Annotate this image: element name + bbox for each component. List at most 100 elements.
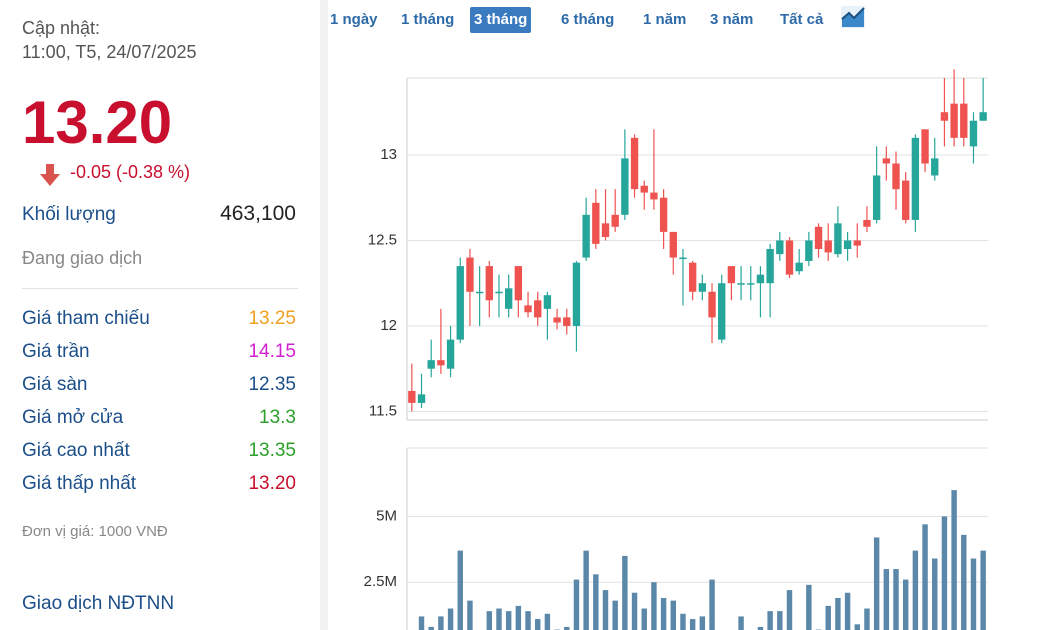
- stat-value: 13.25: [248, 308, 296, 329]
- chart-type-icon[interactable]: [840, 5, 866, 29]
- volume-bar: [680, 613, 686, 630]
- candle-body: [727, 266, 736, 284]
- stat-value: 13.35: [248, 440, 296, 461]
- candle-body: [960, 103, 968, 138]
- volume-bar: [418, 616, 425, 630]
- stat-value: 12.35: [248, 374, 296, 395]
- volume-bar: [893, 569, 899, 630]
- candle-body: [592, 202, 600, 244]
- volume-bar: [496, 608, 502, 630]
- candle-body: [485, 266, 493, 301]
- candle-body: [650, 192, 658, 200]
- status: Đang giao dịch: [22, 248, 143, 268]
- candle-body: [708, 291, 716, 318]
- candle-body: [940, 112, 949, 121]
- volume-bar: [786, 590, 793, 630]
- volume-bar: [467, 600, 473, 630]
- candle-body: [563, 317, 571, 326]
- stat-label: Giá sàn: [22, 374, 88, 395]
- y-tick-label: 11.5: [369, 402, 397, 419]
- candle-body: [679, 257, 687, 260]
- candle-body: [601, 223, 610, 238]
- candle-body: [466, 257, 474, 292]
- volume-bar: [631, 592, 638, 630]
- candle-body: [969, 120, 978, 147]
- volume-tick-label: 5M: [376, 507, 397, 524]
- candle-body: [979, 112, 987, 121]
- volume-bar: [641, 608, 647, 630]
- update-label: Cập nhật:: [22, 18, 101, 38]
- candle-body: [872, 175, 881, 220]
- volume-bar: [428, 626, 434, 630]
- candle-body: [843, 240, 852, 249]
- volume-bar: [777, 611, 783, 630]
- foreign-title: Giao dịch NĐTNN: [22, 593, 175, 614]
- candle-body: [514, 266, 523, 301]
- candle-body: [611, 214, 619, 227]
- candle-body: [572, 262, 581, 326]
- candle-body: [747, 283, 755, 285]
- range-tab[interactable]: 3 năm: [710, 11, 754, 28]
- stat-label: Giá cao nhất: [22, 440, 130, 461]
- volume-value: 463,100: [220, 202, 296, 225]
- range-tab[interactable]: 3 tháng: [470, 7, 532, 33]
- unit-note: Đơn vị giá: 1000 VNĐ: [22, 523, 168, 540]
- range-tab[interactable]: 1 năm: [643, 11, 687, 28]
- range-tab[interactable]: Tất cả: [780, 11, 824, 28]
- volume-bar: [873, 537, 880, 630]
- candle-body: [882, 158, 891, 164]
- candle-body: [824, 240, 832, 253]
- volume-bar: [835, 598, 841, 630]
- candle-body: [408, 390, 416, 403]
- stat-label: Giá thấp nhất: [22, 473, 137, 494]
- range-tab[interactable]: 1 tháng: [401, 11, 455, 28]
- volume-bar: [564, 626, 570, 630]
- volume-bar: [535, 619, 541, 630]
- stat-label: Giá tham chiếu: [22, 308, 150, 329]
- volume-bar: [505, 611, 512, 630]
- candle-body: [640, 185, 648, 193]
- y-tick-label: 12.5: [368, 231, 397, 248]
- candle-body: [427, 360, 435, 369]
- down-arrow: [40, 164, 60, 186]
- volume-bar: [932, 558, 938, 630]
- candle-body: [931, 158, 939, 176]
- range-tab[interactable]: 6 tháng: [561, 11, 615, 28]
- stat-value: 14.15: [248, 341, 296, 362]
- volume-label: Khối lượng: [22, 204, 116, 225]
- candle-body: [543, 295, 552, 309]
- candle-body: [737, 283, 745, 285]
- volume-bar: [806, 584, 812, 630]
- volume-bar: [961, 534, 967, 630]
- candle-body: [582, 214, 590, 258]
- candle-body: [698, 283, 707, 292]
- candle-body: [863, 219, 871, 227]
- range-tab[interactable]: 1 ngày: [330, 11, 378, 28]
- divider: [22, 288, 298, 289]
- volume-bar: [922, 524, 928, 630]
- candle-body: [456, 266, 464, 340]
- candle-body: [524, 305, 532, 313]
- volume-bar: [612, 600, 618, 630]
- candle-body: [475, 291, 484, 294]
- volume-bar: [670, 600, 677, 630]
- candle-body: [437, 360, 445, 366]
- candle-body: [688, 262, 697, 292]
- candle-body: [417, 394, 426, 403]
- stat-label: Giá mở cửa: [22, 407, 124, 428]
- candle-body: [669, 231, 677, 258]
- volume-bar: [660, 598, 667, 630]
- separator: [320, 0, 328, 630]
- candle-body: [553, 317, 561, 323]
- stat-value: 13.20: [248, 473, 296, 494]
- candle-body: [834, 223, 842, 255]
- price: 13.20: [22, 89, 173, 156]
- volume-bar: [709, 579, 715, 630]
- y-tick-label: 13: [380, 146, 397, 163]
- candle-body: [795, 262, 803, 272]
- y-tick-label: 12: [380, 317, 397, 334]
- volume-bar: [486, 611, 493, 630]
- candle-body: [630, 137, 639, 190]
